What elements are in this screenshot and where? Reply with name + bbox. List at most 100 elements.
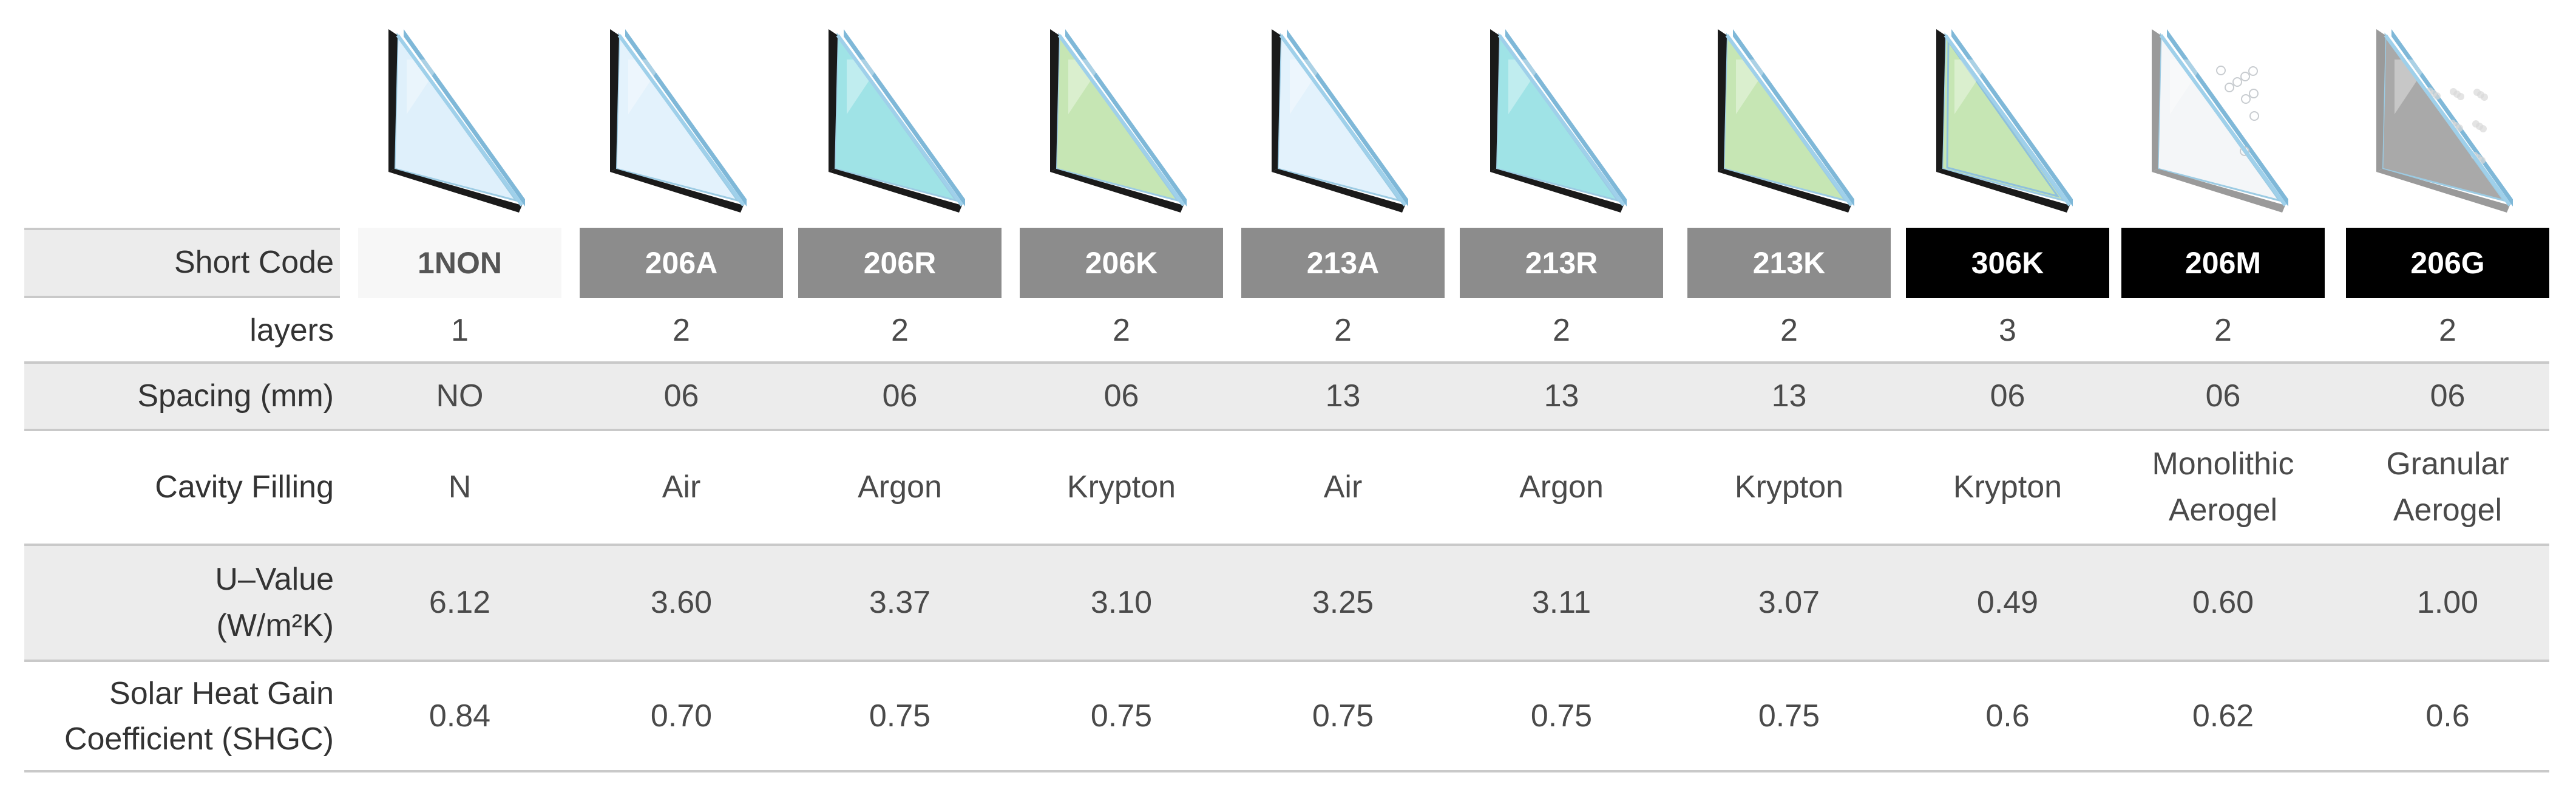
cavity-text: Air <box>1324 465 1363 510</box>
cavity-line-2: Aerogel <box>2393 492 2503 528</box>
cell-shgc-213a: 0.75 <box>1312 698 1374 734</box>
cell-shgc-206g: 0.6 <box>2425 698 2470 734</box>
label-spacing-text: Spacing (mm) <box>137 373 334 419</box>
label-u-value: U–Value (W/m²K) <box>24 544 334 662</box>
cell-cavity-306k: Krypton <box>1906 431 2109 544</box>
table-bottom-rule <box>24 770 2549 772</box>
label-short-code-text: Short Code <box>174 240 334 285</box>
cell-layers-206a: 2 <box>673 313 690 349</box>
cell-shgc-1non: 0.84 <box>429 698 491 734</box>
short-code-306k: 306K <box>1906 228 2109 298</box>
cell-spacing-206g: 06 <box>2430 378 2466 414</box>
glass-pane-icon <box>1490 29 1627 213</box>
cell-u_value-206m: 0.60 <box>2192 584 2254 620</box>
cell-spacing-306k: 06 <box>1990 378 2025 414</box>
glass-pane-icon <box>1718 29 1854 213</box>
cell-shgc-206r: 0.75 <box>869 698 931 734</box>
glass-pane-icon <box>2152 29 2288 213</box>
cavity-text: Argon <box>1519 465 1604 510</box>
label-layers-line: layers <box>249 313 334 349</box>
cell-layers-206r: 2 <box>891 313 909 349</box>
label-cavity-filling: Cavity Filling <box>24 431 334 544</box>
cell-u_value-213a: 3.25 <box>1312 584 1374 620</box>
cell-u_value-306k: 0.49 <box>1976 584 2039 620</box>
cell-shgc-206m: 0.62 <box>2192 698 2254 734</box>
cavity-line-1: Air <box>662 469 701 505</box>
cell-shgc-306k: 0.6 <box>1985 698 2030 734</box>
label-cavity-filling-line: Cavity Filling <box>155 469 334 505</box>
glazing-thumbnail-1non <box>370 23 546 217</box>
cell-cavity-206m: Monolithic Aerogel <box>2121 431 2325 544</box>
cell-cavity-206g: Granular Aerogel <box>2346 431 2549 544</box>
cell-spacing-206m: 06 <box>2205 378 2241 414</box>
glass-pane-icon <box>1050 29 1187 213</box>
cavity-line-1: Argon <box>858 469 942 505</box>
cell-cavity-206a: Air <box>580 431 783 544</box>
label-cavity-filling-text: Cavity Filling <box>155 465 334 510</box>
short-code-213k: 213K <box>1687 228 1891 298</box>
cavity-text: Granular Aerogel <box>2386 442 2509 533</box>
cell-cavity-206r: Argon <box>798 431 1002 544</box>
cell-shgc-213k: 0.75 <box>1758 698 1820 734</box>
glazing-thumbnail-206m <box>2134 23 2310 217</box>
cell-layers-206g: 2 <box>2439 313 2456 349</box>
glazing-thumbnail-306k <box>1918 23 2094 217</box>
short-code-1non: 1NON <box>358 228 561 298</box>
cell-u_value-206r: 3.37 <box>869 584 931 620</box>
cell-layers-213a: 2 <box>1334 313 1352 349</box>
cavity-line-1: Argon <box>1519 469 1604 505</box>
cell-u_value-206a: 3.60 <box>650 584 713 620</box>
cell-cavity-213r: Argon <box>1460 431 1663 544</box>
glass-pane-icon <box>829 29 965 213</box>
glass-pane-icon <box>1272 29 1408 213</box>
cavity-line-1: Krypton <box>1953 469 2062 505</box>
label-spacing-line: Spacing (mm) <box>137 378 334 414</box>
short-code-206g: 206G <box>2346 228 2549 298</box>
cell-spacing-213r: 13 <box>1544 378 1579 414</box>
cell-layers-306k: 3 <box>1999 313 2016 349</box>
cavity-text: Air <box>662 465 701 510</box>
label-short-code: Short Code <box>24 228 334 298</box>
glazing-thumbnail-213r <box>1472 23 1648 217</box>
label-layers-text: layers <box>249 308 334 353</box>
label-spacing: Spacing (mm) <box>24 361 334 431</box>
short-code-206k: 206K <box>1020 228 1223 298</box>
cell-spacing-1non: NO <box>436 378 484 414</box>
cell-spacing-206k: 06 <box>1103 378 1139 414</box>
row-band-u_value <box>24 544 2549 662</box>
cavity-line-2: Aerogel <box>2168 492 2278 528</box>
cavity-text: Krypton <box>1953 465 2062 510</box>
cavity-text: Argon <box>858 465 942 510</box>
cell-shgc-213r: 0.75 <box>1530 698 1593 734</box>
cavity-line-1: Krypton <box>1734 469 1844 505</box>
cavity-line-1: Krypton <box>1066 469 1176 505</box>
row-band-spacing <box>24 361 2549 431</box>
cavity-text: N <box>449 465 472 510</box>
short-code-206a: 206A <box>580 228 783 298</box>
cell-spacing-213k: 13 <box>1771 378 1807 414</box>
glazing-thumbnail-206k <box>1032 23 1208 217</box>
cell-cavity-213a: Air <box>1241 431 1445 544</box>
label-short-code-line: Short Code <box>174 245 334 281</box>
label-u-value-line: U–Value <box>215 562 334 598</box>
cell-layers-206m: 2 <box>2214 313 2232 349</box>
cell-layers-213k: 2 <box>1780 313 1798 349</box>
label-layers: layers <box>24 301 334 361</box>
glazing-thumbnail-213k <box>1700 23 1876 217</box>
cell-shgc-206k: 0.75 <box>1090 698 1153 734</box>
glazing-thumbnail-206r <box>810 23 986 217</box>
cell-u_value-213r: 3.11 <box>1531 584 1591 620</box>
glass-pane-icon <box>2376 29 2513 213</box>
cavity-text: Krypton <box>1735 465 1843 510</box>
short-code-206r: 206R <box>798 228 1002 298</box>
label-shgc-text: Solar Heat Gain Coefficient (SHGC) <box>64 671 334 763</box>
cell-u_value-206g: 1.00 <box>2416 584 2479 620</box>
glazing-thumbnail-206a <box>592 23 768 217</box>
cavity-line-1: Air <box>1323 469 1363 505</box>
glass-pane-icon <box>610 29 747 213</box>
cell-spacing-213a: 13 <box>1325 378 1361 414</box>
cell-cavity-1non: N <box>358 431 561 544</box>
glass-pane-icon <box>388 29 525 213</box>
label-shgc: Solar Heat Gain Coefficient (SHGC) <box>24 662 334 771</box>
cell-u_value-1non: 6.12 <box>429 584 491 620</box>
